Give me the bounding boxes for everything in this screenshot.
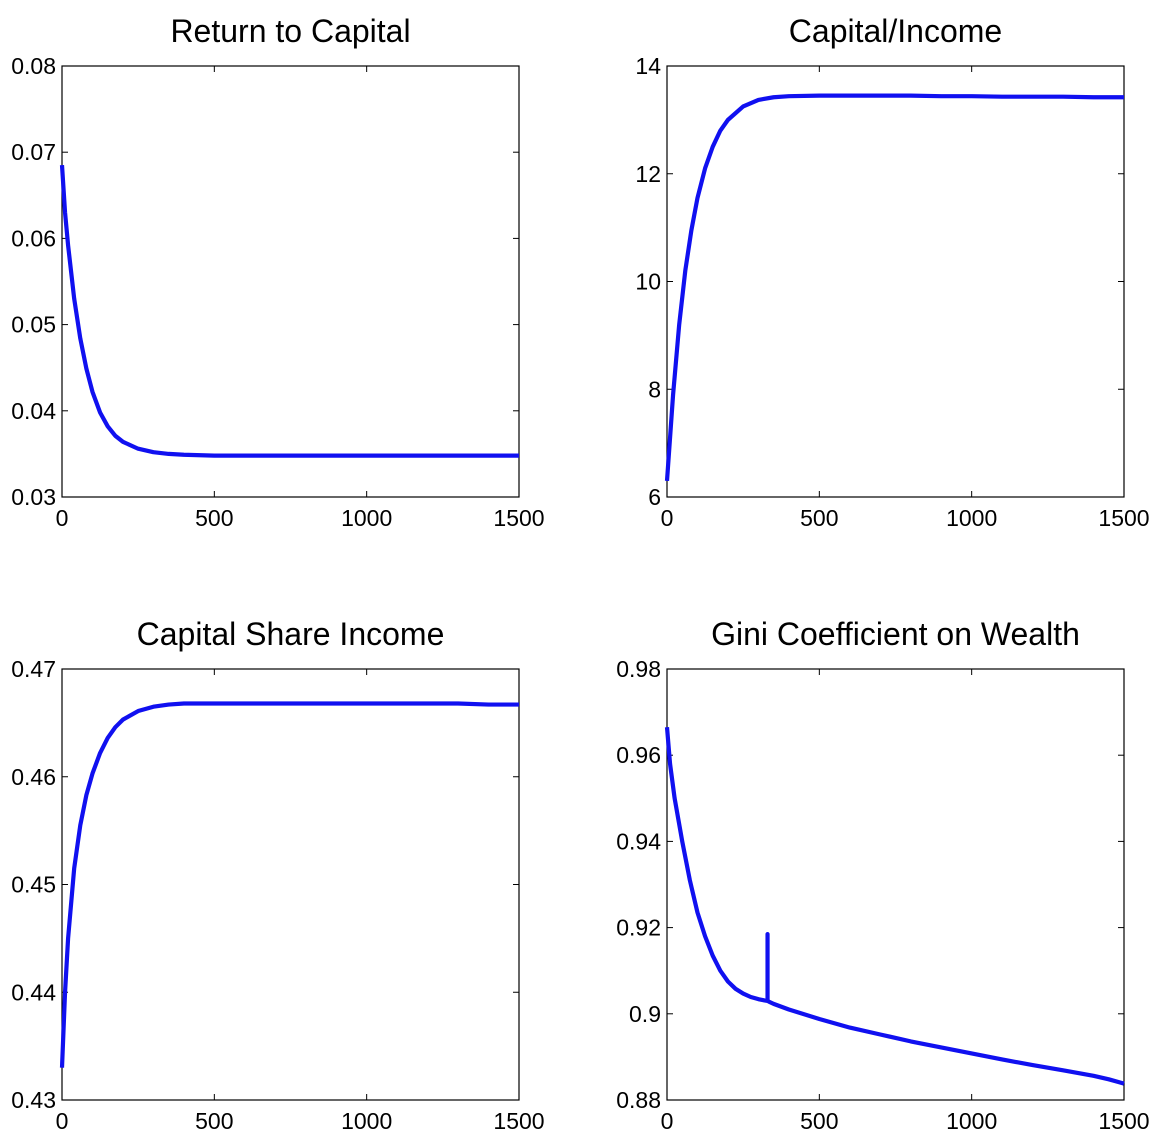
y-tick-label: 14 bbox=[635, 53, 661, 79]
x-tick-label: 0 bbox=[56, 1108, 69, 1134]
series-line bbox=[664, 93, 1124, 481]
y-tick-label: 0.92 bbox=[616, 915, 661, 941]
x-tick-label: 1000 bbox=[341, 1108, 392, 1134]
y-tick-label: 0.96 bbox=[616, 742, 661, 768]
x-tick-label: 1500 bbox=[493, 505, 544, 531]
y-tick-label: 0.03 bbox=[11, 484, 56, 510]
panel-return-to-capital: Return to Capital 0 500 1000 1500 0.03 0.04 0.… bbox=[11, 13, 544, 531]
x-tick-label: 500 bbox=[800, 1108, 838, 1134]
y-tick-label: 0.08 bbox=[11, 53, 56, 79]
y-tick-label: 0.47 bbox=[11, 656, 56, 682]
y-tick-label: 0.9 bbox=[629, 1001, 661, 1027]
axes-frame bbox=[61, 65, 520, 498]
y-tick-label: 0.45 bbox=[11, 872, 56, 898]
y-tick-label: 0.05 bbox=[11, 312, 56, 338]
panel-title: Capital/Income bbox=[789, 13, 1002, 49]
x-tick-label: 1500 bbox=[1098, 1108, 1149, 1134]
panel-capital-income: Capital/Income 0 500 1000 1500 6 8 10 12 14 bbox=[635, 13, 1149, 531]
x-tick-label: 1000 bbox=[946, 1108, 997, 1134]
y-tick-label: 0.44 bbox=[11, 979, 56, 1005]
x-tick-label: 0 bbox=[661, 505, 674, 531]
y-tick-label: 12 bbox=[635, 161, 661, 187]
series-line bbox=[59, 701, 519, 1068]
y-tick-label: 8 bbox=[648, 376, 661, 402]
x-tick-label: 500 bbox=[800, 505, 838, 531]
x-tick-label: 1000 bbox=[946, 505, 997, 531]
x-tick-label: 1500 bbox=[493, 1108, 544, 1134]
x-tick-label: 1000 bbox=[341, 505, 392, 531]
y-tick-label: 0.98 bbox=[616, 656, 661, 682]
panel-gini-coefficient-on-wealth: Gini Coefficient on Wealth 0 500 1000 1500 0… bbox=[616, 616, 1149, 1134]
x-tick-label: 1500 bbox=[1098, 505, 1149, 531]
y-tick-label: 6 bbox=[648, 484, 661, 510]
series-line bbox=[59, 164, 519, 458]
y-tick-label: 0.88 bbox=[616, 1087, 661, 1113]
y-tick-label: 0.94 bbox=[616, 828, 661, 854]
y-tick-label: 0.46 bbox=[11, 764, 56, 790]
x-tick-label: 500 bbox=[195, 505, 233, 531]
x-tick-label: 0 bbox=[56, 505, 69, 531]
series-line bbox=[664, 727, 1125, 1086]
y-tick-label: 10 bbox=[635, 269, 661, 295]
x-tick-label: 0 bbox=[661, 1108, 674, 1134]
panel-title: Capital Share Income bbox=[137, 616, 445, 652]
panel-title: Gini Coefficient on Wealth bbox=[711, 616, 1080, 652]
panel-capital-share-income: Capital Share Income 0 500 1000 1500 0.43 0.4… bbox=[11, 616, 544, 1134]
axes-frame bbox=[61, 668, 520, 1101]
panel-title: Return to Capital bbox=[170, 13, 410, 49]
y-tick-label: 0.07 bbox=[11, 139, 56, 165]
y-tick-label: 0.06 bbox=[11, 225, 56, 251]
axes-frame bbox=[666, 668, 1125, 1101]
x-tick-label: 500 bbox=[195, 1108, 233, 1134]
y-tick-label: 0.04 bbox=[11, 398, 56, 424]
y-tick-label: 0.43 bbox=[11, 1087, 56, 1113]
axes-frame bbox=[666, 65, 1125, 498]
